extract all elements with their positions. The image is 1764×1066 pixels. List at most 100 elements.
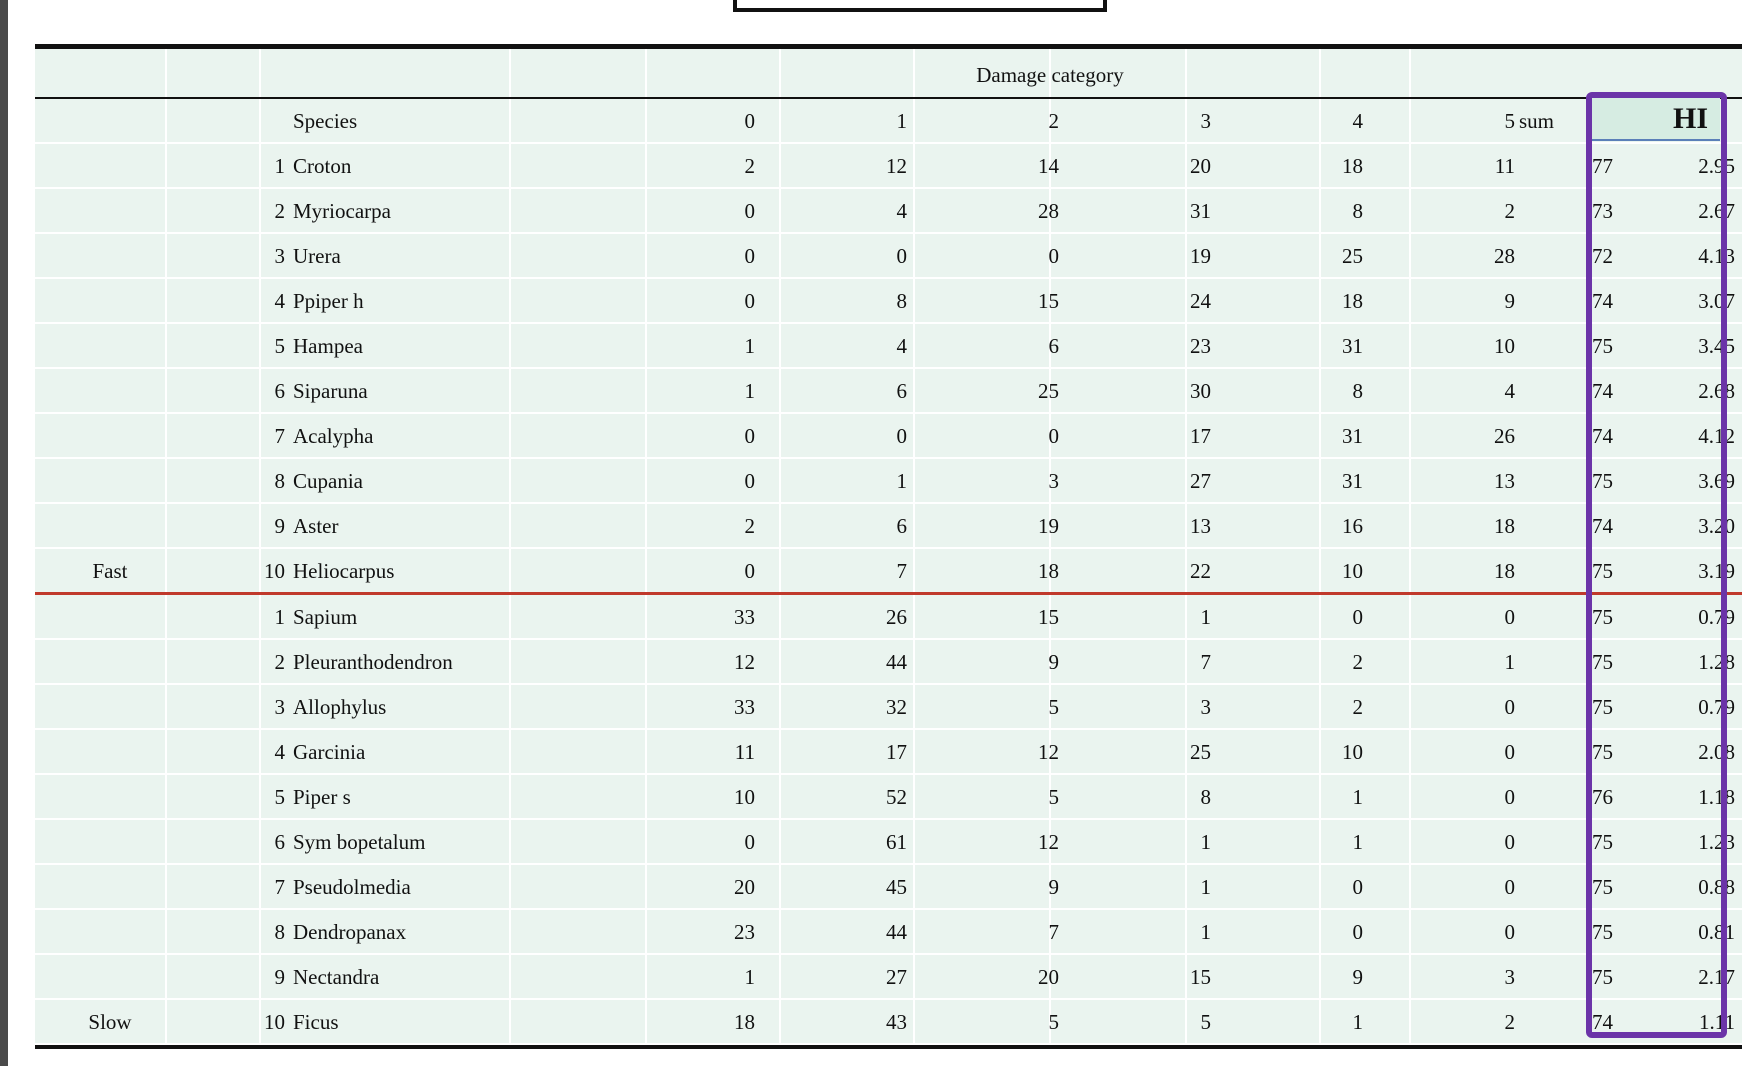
damage-3-value: 5 [1200,1010,1212,1034]
damage-3-value: 8 [1200,785,1212,809]
damage-5-value: 0 [1504,695,1516,719]
hi-header-cell: HI [1592,98,1720,141]
species-header: Species [293,109,358,133]
hi-value: 4.13 [1698,244,1735,268]
damage-3-value: 1 [1200,605,1212,629]
damage-3-value: 19 [1190,244,1211,268]
damage-5-value: 2 [1504,1010,1516,1034]
damage-5-value: 18 [1494,559,1515,583]
column-divider [645,49,647,1044]
row-index: 7 [274,875,286,899]
row-index: 3 [274,695,286,719]
hi-value: 2.08 [1698,740,1735,764]
column-divider [165,49,167,1044]
damage-0-value: 2 [744,154,756,178]
damage-5-value: 9 [1504,289,1516,313]
damage-2-value: 15 [1038,289,1059,313]
damage-0-value: 1 [744,379,756,403]
hi-value: 3.19 [1698,559,1735,583]
damage-3-value: 3 [1200,695,1212,719]
damage-1-value: 44 [886,920,907,944]
damage-0-value: 0 [744,830,756,854]
damage-0-value: 0 [744,199,756,223]
row-index: 2 [274,199,286,223]
table-row: 7 Acalypha 0 0 0 17 31 26 74 4.12 [35,414,1742,459]
column-divider [913,49,915,1044]
table-row: 4 Ppiper h 0 8 15 24 18 9 74 3.07 [35,279,1742,324]
damage-0-value: 10 [734,785,755,809]
species-name: Pseudolmedia [293,875,411,899]
damage-4-value: 10 [1342,740,1363,764]
damage-category-title: Damage category [976,63,1124,87]
sum-value: 74 [1592,289,1613,313]
row-index: 6 [274,379,286,403]
hi-value: 0.79 [1698,605,1735,629]
damage-0-value: 18 [734,1010,755,1034]
damage-2-value: 0 [1048,244,1060,268]
sum-value: 75 [1592,740,1613,764]
damage-1-value: 26 [886,605,907,629]
hi-value: 3.69 [1698,469,1735,493]
damage-0-value: 1 [744,334,756,358]
species-name: Ppiper h [293,289,364,313]
damage-0-value: 0 [744,469,756,493]
row-index: 1 [274,605,286,629]
damage-4-value: 10 [1342,559,1363,583]
species-name: Urera [293,244,341,268]
damage-2-value: 14 [1038,154,1059,178]
damage-5-value: 0 [1504,740,1516,764]
damage-4-value: 31 [1342,469,1363,493]
sum-value: 75 [1592,920,1613,944]
damage-4-value: 25 [1342,244,1363,268]
damage-0-value: 20 [734,875,755,899]
damage-5-value: 3 [1504,965,1516,989]
damage-4-value: 0 [1352,920,1364,944]
species-name: Heliocarpus [293,559,395,583]
sum-value: 75 [1592,650,1613,674]
row-index: 5 [274,785,286,809]
damage-5-value: 0 [1504,785,1516,809]
hi-value: 2.17 [1698,965,1735,989]
species-name: Sym bopetalum [293,830,426,854]
damage-5-value: 4 [1504,379,1516,403]
damage-5-value: 13 [1494,469,1515,493]
damage-2-header: 2 [1048,109,1060,133]
damage-4-value: 1 [1352,830,1364,854]
damage-3-value: 30 [1190,379,1211,403]
damage-3-value: 31 [1190,199,1211,223]
damage-4-value: 9 [1352,965,1364,989]
damage-1-value: 4 [896,199,908,223]
species-name: Nectandra [293,965,380,989]
hi-value: 4.12 [1698,424,1735,448]
damage-4-value: 0 [1352,875,1364,899]
damage-4-value: 0 [1352,605,1364,629]
damage-5-value: 0 [1504,605,1516,629]
damage-1-value: 17 [886,740,907,764]
hi-value: 0.81 [1698,920,1735,944]
damage-1-value: 45 [886,875,907,899]
table-row: Slow 10 Ficus 18 43 5 5 1 2 74 1.11 [35,1000,1742,1045]
damage-4-value: 31 [1342,334,1363,358]
group-label: Fast [92,559,128,583]
table-row: 9 Aster 2 6 19 13 16 18 74 3.20 [35,504,1742,549]
damage-5-header: 5 [1504,109,1516,133]
damage-4-value: 16 [1342,514,1363,538]
damage-5-value: 26 [1494,424,1515,448]
hi-value: 3.45 [1698,334,1735,358]
damage-1-value: 6 [896,514,908,538]
damage-0-value: 2 [744,514,756,538]
species-name: Pleuranthodendron [293,650,453,674]
sum-value: 75 [1592,830,1613,854]
damage-2-value: 12 [1038,830,1059,854]
hi-value: 2.68 [1698,379,1735,403]
damage-1-value: 8 [896,289,908,313]
table-row: 1 Sapium 33 26 15 1 0 0 75 0.79 [35,595,1742,640]
species-name: Hampea [293,334,363,358]
damage-2-value: 0 [1048,424,1060,448]
hi-value: 1.28 [1698,650,1735,674]
sum-value: 74 [1592,514,1613,538]
damage-1-value: 12 [886,154,907,178]
damage-5-value: 1 [1504,650,1516,674]
damage-2-value: 3 [1048,469,1060,493]
sum-value: 73 [1592,199,1613,223]
